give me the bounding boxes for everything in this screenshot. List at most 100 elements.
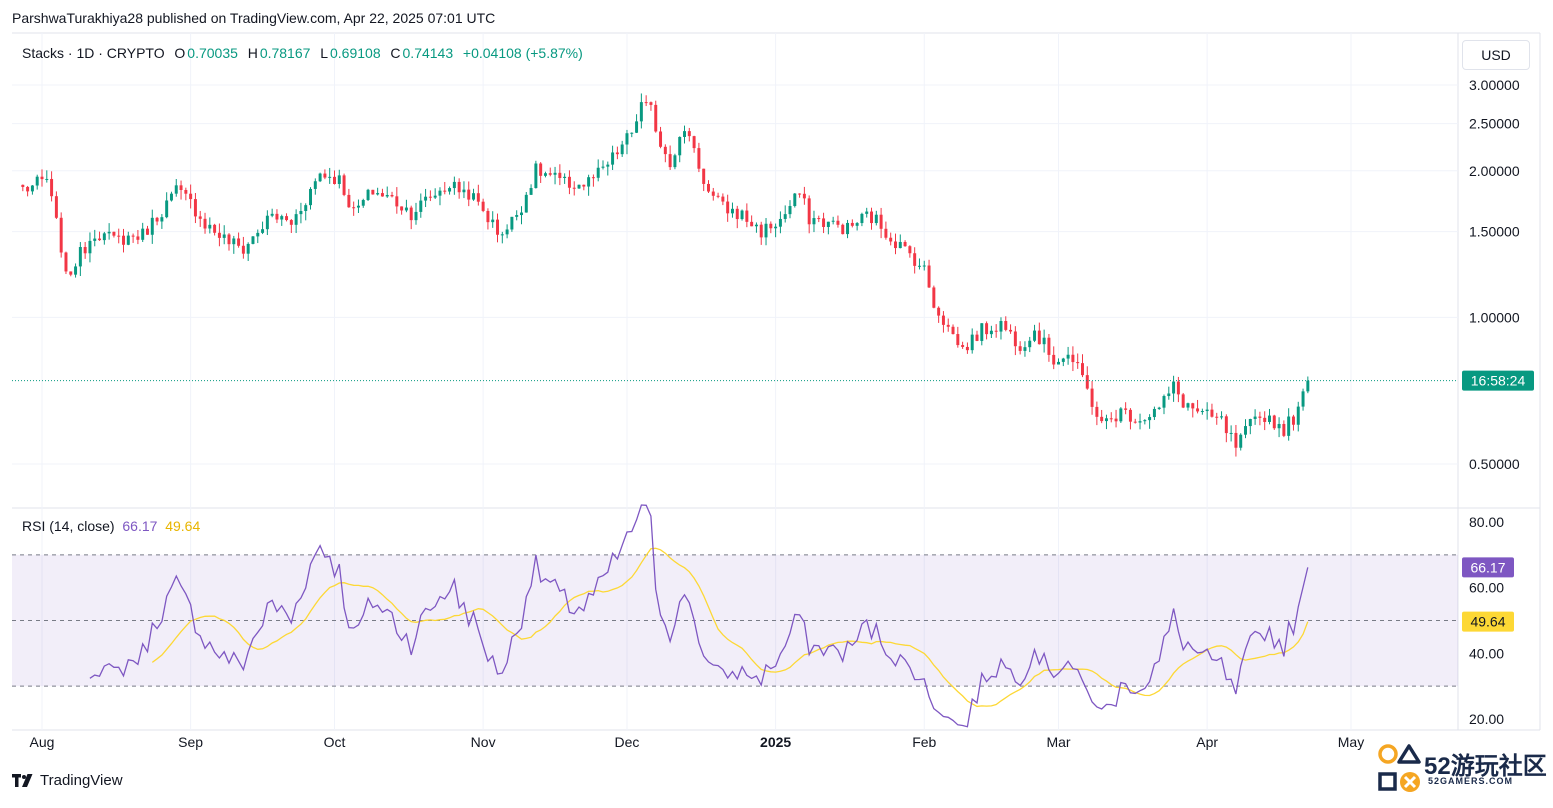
candle-body bbox=[788, 206, 792, 215]
candle-body bbox=[582, 184, 586, 187]
candle-body bbox=[1057, 361, 1060, 365]
candle-body bbox=[21, 184, 25, 187]
candle-body bbox=[831, 220, 835, 222]
candle-body bbox=[855, 223, 859, 226]
candle-body bbox=[169, 193, 173, 201]
candle-body bbox=[932, 287, 936, 308]
candle-body bbox=[232, 238, 236, 245]
candle-body bbox=[1095, 406, 1099, 417]
price-tick-label: 1.50000 bbox=[1469, 224, 1520, 240]
candle-body bbox=[1215, 416, 1219, 418]
candle-body bbox=[563, 176, 567, 179]
candle-body bbox=[500, 234, 504, 236]
symbol-label[interactable]: Stacks · 1D · CRYPTO bbox=[22, 45, 165, 61]
candle-body bbox=[524, 194, 528, 213]
time-tick-label: Feb bbox=[912, 734, 936, 750]
candle-body bbox=[112, 231, 116, 236]
candle-body bbox=[30, 185, 34, 192]
candle-body bbox=[548, 173, 552, 175]
candle-body bbox=[697, 148, 701, 169]
countdown-label: 16:58:24 bbox=[1471, 373, 1526, 389]
time-tick-label: 2025 bbox=[760, 734, 791, 750]
candle-body bbox=[894, 241, 897, 249]
candle-body bbox=[817, 218, 821, 220]
candle-body bbox=[941, 315, 945, 325]
candle-body bbox=[649, 102, 653, 105]
candle-body bbox=[414, 211, 418, 221]
candle-body bbox=[304, 205, 308, 212]
candle-body bbox=[711, 191, 715, 196]
low-value: 0.69108 bbox=[330, 45, 381, 61]
candle-body bbox=[270, 213, 274, 216]
candle-body bbox=[587, 177, 591, 187]
candle-body bbox=[721, 196, 725, 202]
candle-body bbox=[1258, 416, 1262, 418]
candle-body bbox=[965, 346, 969, 351]
rsi-tick-label: 80.00 bbox=[1469, 514, 1504, 530]
candle-body bbox=[40, 176, 44, 180]
candle-body bbox=[361, 199, 365, 206]
candle-body bbox=[778, 218, 782, 227]
candle-body bbox=[596, 167, 600, 178]
tradingview-logo[interactable]: TradingView bbox=[12, 772, 123, 789]
candle-body bbox=[452, 181, 456, 189]
candle-body bbox=[467, 189, 471, 200]
candle-body bbox=[1306, 380, 1310, 392]
candle-body bbox=[78, 247, 82, 267]
candle-body bbox=[1028, 340, 1032, 348]
candle-body bbox=[865, 211, 869, 214]
candle-body bbox=[606, 164, 610, 167]
candle-body bbox=[251, 236, 255, 244]
candle-body bbox=[395, 196, 399, 207]
candle-body bbox=[1009, 329, 1013, 332]
candle-body bbox=[1124, 408, 1128, 410]
candle-body bbox=[179, 185, 183, 190]
candle-body bbox=[69, 271, 73, 275]
open-value: 0.70035 bbox=[187, 45, 238, 61]
candle-body bbox=[184, 189, 188, 194]
candle-body bbox=[390, 194, 394, 197]
candle-body bbox=[486, 210, 490, 223]
candle-body bbox=[371, 189, 375, 195]
candle-body bbox=[975, 334, 979, 341]
candle-body bbox=[45, 178, 49, 180]
candle-body bbox=[256, 232, 260, 237]
candle-body bbox=[630, 132, 634, 134]
candle-body bbox=[443, 190, 447, 192]
candle-body bbox=[150, 217, 154, 235]
candle-body bbox=[74, 266, 78, 275]
change-value: +0.04108 (+5.87%) bbox=[462, 45, 583, 61]
candle-body bbox=[553, 172, 557, 175]
candle-body bbox=[505, 229, 509, 235]
candle-body bbox=[1172, 381, 1176, 394]
watermark-logo-icon bbox=[1378, 744, 1421, 792]
price-tick-label: 0.50000 bbox=[1469, 456, 1520, 472]
candle-body bbox=[462, 189, 466, 193]
candle-body bbox=[141, 228, 145, 240]
candle-body bbox=[1128, 409, 1132, 422]
candle-body bbox=[309, 188, 312, 206]
low-label: L bbox=[320, 45, 328, 61]
candle-body bbox=[654, 104, 658, 132]
candle-body bbox=[678, 136, 682, 156]
candle-body bbox=[131, 235, 135, 237]
candle-body bbox=[98, 238, 102, 241]
candle-body bbox=[884, 228, 888, 238]
candle-body bbox=[64, 252, 68, 272]
candle-body bbox=[625, 133, 629, 145]
candle-body bbox=[1272, 415, 1276, 429]
candle-body bbox=[313, 181, 317, 189]
candle-body bbox=[155, 217, 159, 222]
candle-body bbox=[898, 241, 902, 249]
rsi-title[interactable]: RSI (14, close) bbox=[22, 518, 115, 534]
time-tick-label: Oct bbox=[324, 734, 346, 750]
open-label: O bbox=[174, 45, 186, 61]
candle-body bbox=[1076, 362, 1080, 364]
candle-body bbox=[577, 184, 581, 189]
tradingview-icon bbox=[12, 773, 33, 787]
candle-body bbox=[601, 166, 605, 168]
candle-body bbox=[289, 220, 293, 225]
candle-body bbox=[323, 173, 327, 178]
currency-button[interactable]: USD bbox=[1462, 40, 1530, 70]
